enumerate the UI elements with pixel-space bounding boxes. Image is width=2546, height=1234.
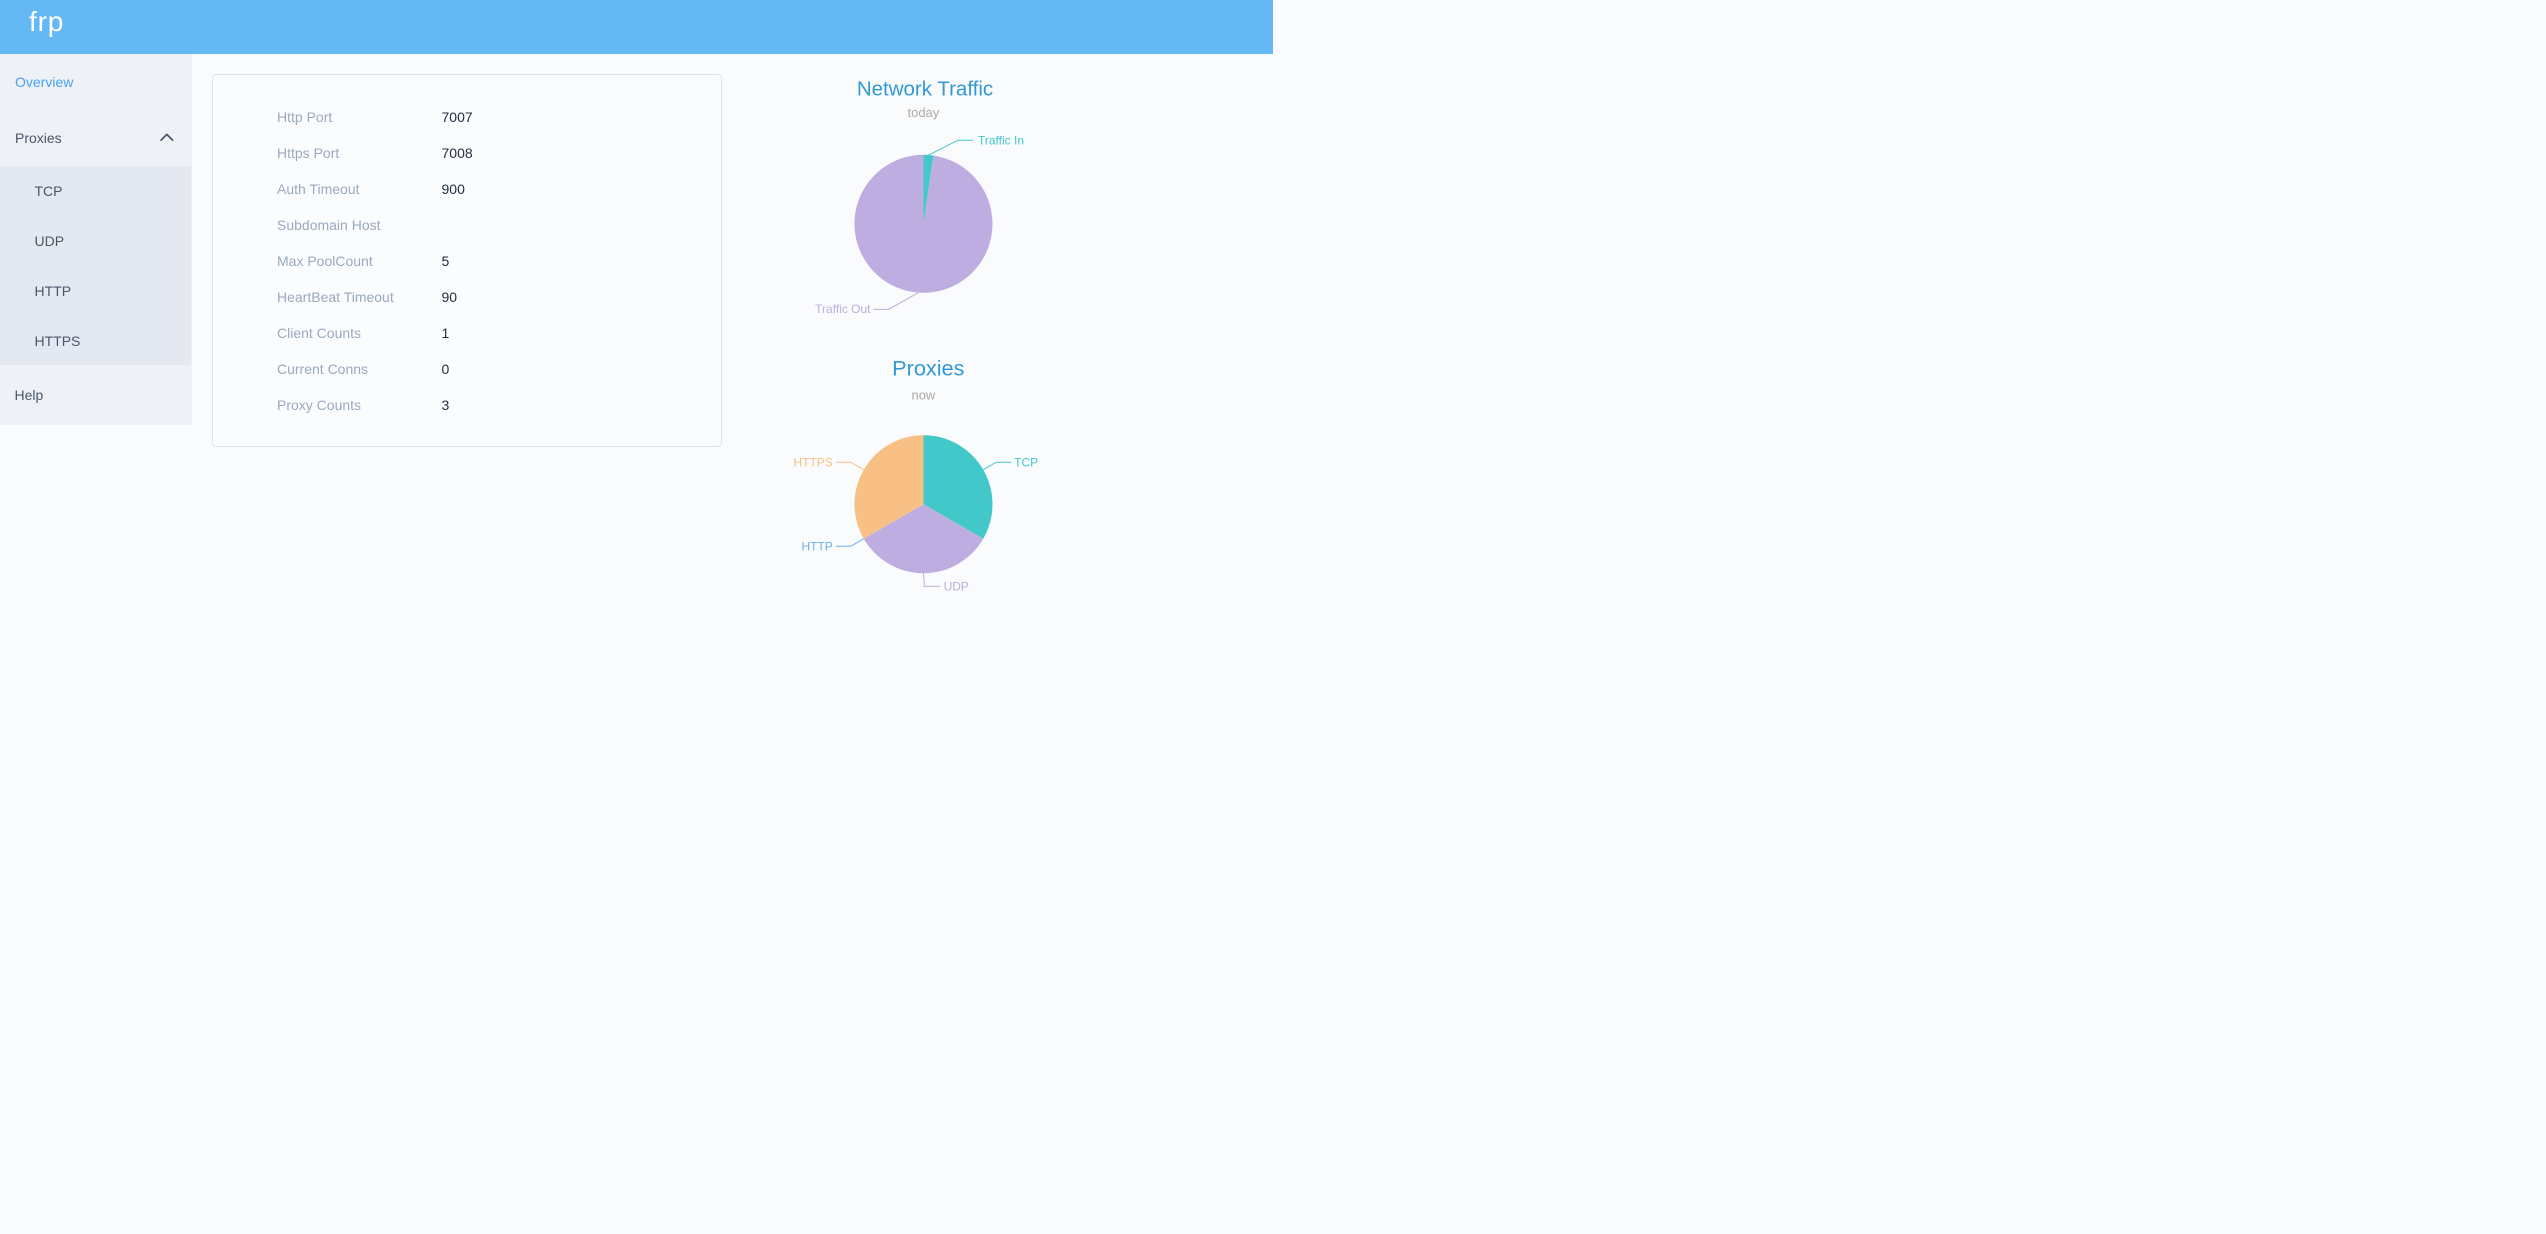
svg-text:TCP: TCP	[1014, 456, 1038, 470]
svg-text:HTTPS: HTTPS	[793, 456, 832, 470]
svg-text:Proxies: Proxies	[892, 355, 964, 380]
svg-text:now: now	[911, 388, 935, 403]
svg-text:UDP: UDP	[944, 580, 969, 594]
svg-text:Traffic In: Traffic In	[978, 134, 1024, 148]
svg-text:HTTP: HTTP	[801, 540, 832, 554]
svg-text:Network Traffic: Network Traffic	[857, 77, 993, 100]
svg-text:today: today	[907, 105, 939, 120]
svg-text:Traffic Out: Traffic Out	[815, 302, 871, 316]
